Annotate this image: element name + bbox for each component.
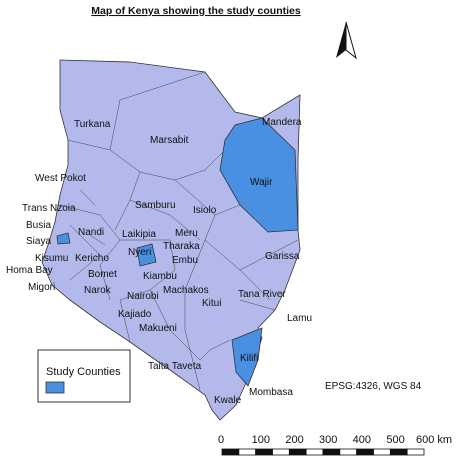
scale-segment (389, 448, 408, 456)
scale-label: 200 (285, 434, 303, 446)
county-label: Lamu (287, 313, 312, 324)
county-label: Laikipia (122, 229, 156, 240)
scale-segment (255, 448, 273, 456)
county-label: Bomet (88, 269, 117, 280)
county-label: Garissa (265, 251, 300, 262)
county-label: Makueni (139, 323, 177, 334)
scale-segment (288, 448, 307, 456)
map-title: Map of Kenya showing the study counties (91, 5, 301, 17)
county-label: Siaya (26, 236, 51, 247)
county-label: Wajir (250, 177, 273, 188)
county-label: Machakos (163, 285, 209, 296)
scale-label: 300 (319, 434, 337, 446)
crs-label: EPSG:4326, WGS 84 (325, 381, 422, 392)
county-label: Kajiado (118, 309, 152, 320)
scale-segment (339, 448, 358, 456)
county-label: Isiolo (193, 205, 217, 216)
north-arrow (336, 21, 357, 60)
county-label: Marsabit (150, 135, 189, 146)
scale-segment (322, 448, 341, 456)
county-label: Narok (84, 285, 112, 296)
county-labels: Turkana Marsabit Mandera West Pokot Wajir Sam… (6, 117, 312, 406)
scale-label: 500 (386, 434, 404, 446)
county-label: Kilifi (240, 353, 258, 364)
county-label: Nyeri (128, 247, 151, 258)
scale-segment (373, 448, 391, 456)
scale-segment (221, 448, 240, 456)
county-label: Tana River (238, 289, 286, 300)
county-label: Nandi (78, 227, 104, 238)
legend-title: Study Counties (46, 366, 121, 378)
scale-segment (356, 448, 374, 456)
scale-label: 400 (353, 434, 371, 446)
county-label: Migori (28, 282, 55, 293)
scale-segment (406, 448, 425, 456)
nyeri-county (136, 243, 157, 267)
scale-segment (238, 448, 257, 456)
county-label: Embu (172, 255, 198, 266)
wajir-county (219, 117, 299, 233)
kilifi-county (231, 327, 263, 387)
county-label: Kericho (75, 253, 109, 264)
scale-label: 600 km (416, 434, 452, 446)
scale-bar: 0 100 200 300 400 500 600 km (218, 434, 452, 456)
county-label: Kisumu (35, 253, 68, 264)
county-label: Mandera (262, 117, 302, 128)
county-borders (59, 71, 299, 391)
county-label: Nairobi (127, 291, 159, 302)
scale-label: 0 (218, 434, 224, 446)
scale-segment (272, 448, 290, 456)
county-label: Kitui (202, 298, 221, 309)
county-label: Kwale (214, 395, 242, 406)
legend-swatch (45, 381, 65, 394)
county-label: Homa Bay (6, 265, 53, 276)
county-label: West Pokot (35, 173, 86, 184)
scale-segment (305, 448, 324, 456)
county-label: Kiambu (143, 271, 177, 282)
county-label: Tharaka (163, 241, 200, 252)
county-label: Mombasa (249, 387, 293, 398)
siaya-county (56, 232, 71, 245)
county-label: Taita Taveta (148, 361, 202, 372)
scale-label: 100 (252, 434, 270, 446)
county-label: Trans Nzoia (22, 203, 76, 214)
county-label: Meru (175, 228, 198, 239)
county-label: Turkana (74, 119, 111, 130)
county-label: Samburu (135, 200, 176, 211)
county-label: Busia (26, 220, 51, 231)
